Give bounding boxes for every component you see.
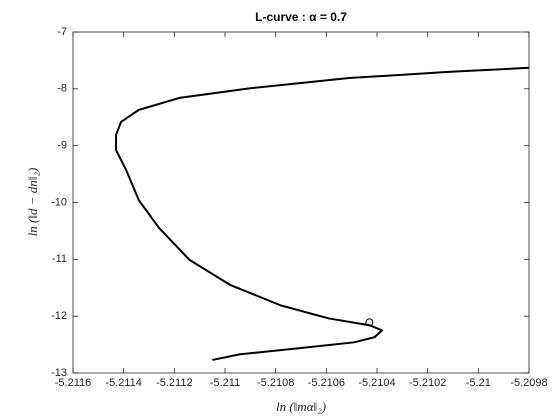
- y-tick-label: -9: [57, 140, 67, 152]
- chart-title: L-curve : α = 0.7: [255, 10, 347, 24]
- y-tick-label: -11: [52, 253, 67, 265]
- y-tick-label: -7: [57, 26, 67, 38]
- y-tick-label: -13: [51, 367, 67, 379]
- y-tick-label: -12: [51, 310, 67, 322]
- x-tick-label: -5.2116: [55, 377, 92, 389]
- marker: [365, 318, 374, 327]
- y-axis-label: ln (‖d − dn‖₂): [25, 168, 40, 237]
- x-tick-label: -5.2112: [156, 377, 193, 389]
- y-tick-label: -8: [57, 83, 67, 95]
- x-tick-label: -5.21: [466, 377, 491, 389]
- x-tick-label: -5.2106: [308, 377, 345, 389]
- x-tick-label: -5.2102: [409, 377, 446, 389]
- x-tick-label: -5.2114: [105, 377, 142, 389]
- x-axis-label: ln (‖mα‖₂): [276, 399, 326, 414]
- y-tick-label: -10: [51, 196, 67, 208]
- plot-area: [72, 31, 530, 374]
- curve: [115, 66, 530, 361]
- x-tick-label: -5.211: [210, 377, 240, 389]
- x-tick-label: -5.2104: [358, 377, 395, 389]
- x-tick-label: -5.2098: [510, 377, 547, 389]
- x-tick-label: -5.2108: [257, 377, 294, 389]
